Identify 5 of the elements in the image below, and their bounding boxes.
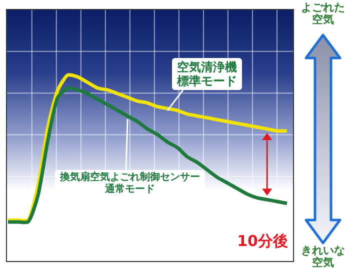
series-label: 換気扇空気よごれ制御センサー通常モード [55,170,205,198]
text: きれいな空気 [300,244,346,269]
text: よごれた空気 [300,1,346,26]
series-label: 空気清浄機標準モード [172,58,242,90]
annotation: 10分後 [237,232,288,251]
